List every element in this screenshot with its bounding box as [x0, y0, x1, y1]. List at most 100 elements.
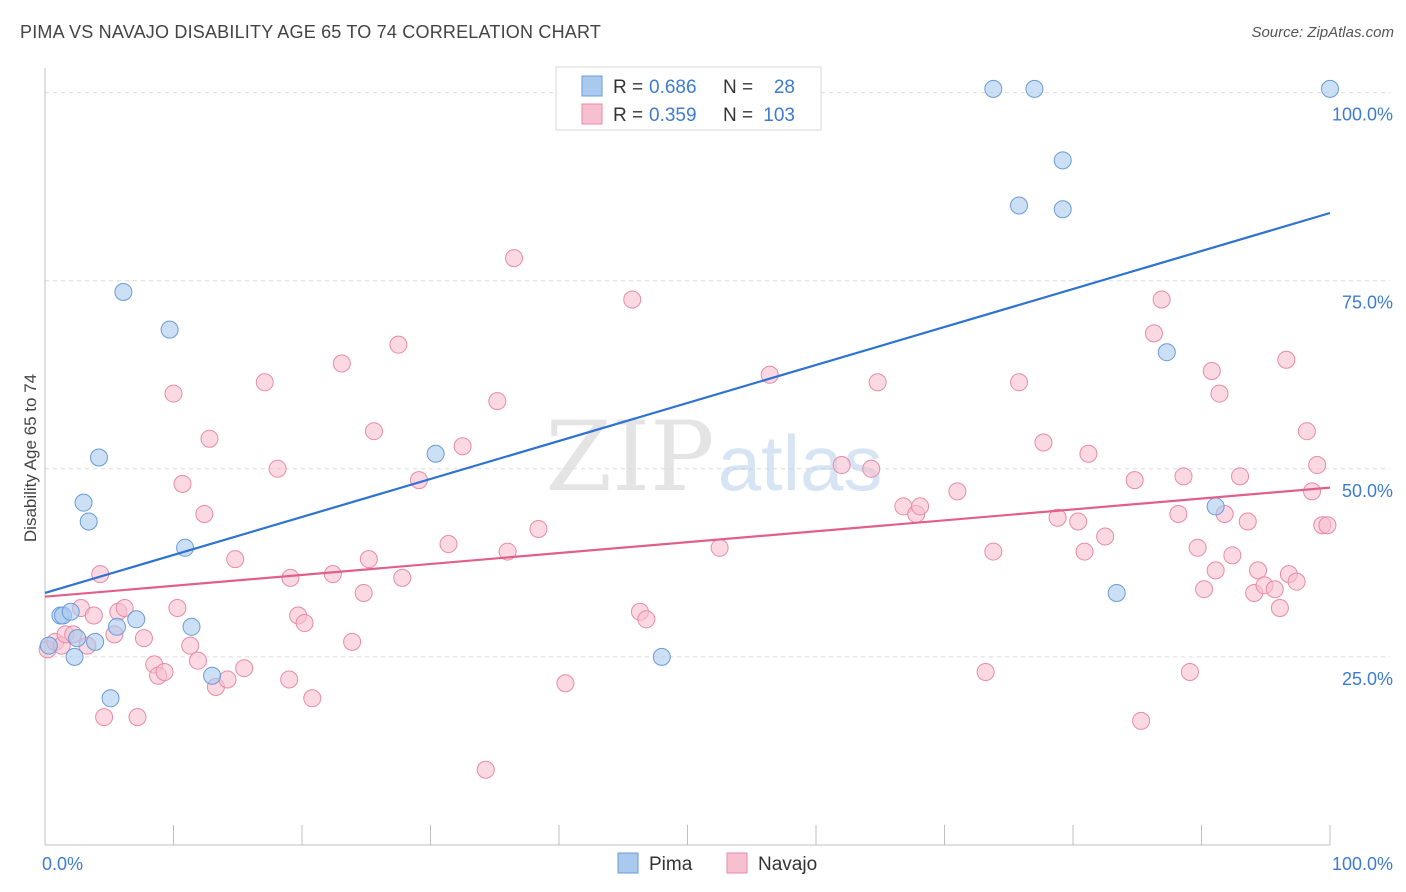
navajo-point [155, 662, 174, 681]
navajo-point [1132, 711, 1151, 730]
navajo-point [84, 606, 103, 625]
navajo-point [181, 636, 200, 655]
navajo-point [498, 542, 517, 561]
y-axis-label: Disability Age 65 to 74 [21, 374, 40, 542]
navajo-point [710, 538, 729, 557]
navajo-point [1206, 561, 1225, 580]
navajo-point [623, 290, 642, 309]
navajo-point [268, 459, 287, 478]
navajo-point [393, 568, 412, 587]
navajo-point [1169, 504, 1188, 523]
legend-r-label: R = [613, 77, 643, 98]
pima-point [89, 448, 108, 467]
pima-point [426, 444, 445, 463]
pima-point [127, 610, 146, 629]
navajo-point [164, 384, 183, 403]
pima-point [39, 636, 58, 655]
pima-point [1107, 583, 1126, 602]
navajo-point [188, 651, 207, 670]
trend-lines [44, 211, 1331, 598]
navajo-point [364, 422, 383, 441]
navajo-point [134, 629, 153, 648]
y-tick-label: 75.0% [1342, 293, 1393, 313]
y-tick-label: 100.0% [1332, 105, 1393, 125]
navajo-point [476, 760, 495, 779]
navajo-point [1125, 471, 1144, 490]
navajo-point [1069, 512, 1088, 531]
pima-point [1053, 151, 1072, 170]
pima-legend-swatch [581, 75, 603, 97]
pima-point [74, 493, 93, 512]
navajo-point [1297, 422, 1316, 441]
navajo-point [1096, 527, 1115, 546]
navajo-point [343, 632, 362, 651]
pima-point [203, 666, 222, 685]
pima-point [182, 617, 201, 636]
pima-point [652, 647, 671, 666]
x-tick-label: 100.0% [1332, 854, 1393, 874]
navajo-point [1180, 662, 1199, 681]
navajo-point [488, 392, 507, 411]
navajo-point [1223, 546, 1242, 565]
navajo-point [911, 497, 930, 516]
navajo-point [235, 659, 254, 678]
navajo-point [1034, 433, 1053, 452]
pima-point [1010, 196, 1029, 215]
navajo-point [1238, 512, 1257, 531]
pima-point [68, 629, 87, 648]
navajo-point [359, 550, 378, 569]
navajo-point [115, 599, 134, 617]
navajo-point [354, 583, 373, 602]
navajo-point [862, 459, 881, 478]
pima-point [101, 689, 120, 708]
chart-title: PIMA VS NAVAJO DISABILITY AGE 65 TO 74 C… [20, 22, 602, 42]
legend-r-label: R = [613, 105, 643, 126]
legend-n-label: N = [723, 77, 753, 98]
navajo-point [1075, 542, 1094, 561]
navajo-point [1270, 599, 1289, 617]
navajo-trend-line [44, 486, 1331, 598]
navajo-point [1079, 444, 1098, 463]
pima-point [114, 283, 133, 301]
navajo-point [1210, 384, 1229, 403]
navajo-point [637, 610, 656, 629]
legend-r-value: 0.686 [649, 77, 697, 98]
navajo-point [295, 614, 314, 633]
navajo-point [976, 662, 995, 681]
navajo-legend-swatch [581, 103, 603, 125]
legend-r-value: 0.359 [649, 105, 697, 126]
watermark: ZIP atlas [545, 401, 882, 513]
navajo-point [832, 456, 851, 475]
navajo-point [1195, 580, 1214, 599]
navajo-point [1249, 561, 1268, 580]
pima-point [984, 79, 1003, 98]
navajo-point [529, 520, 548, 538]
x-tick-label: 0.0% [42, 854, 83, 874]
navajo-point [1010, 373, 1029, 392]
legend-n-value: 103 [763, 105, 795, 126]
pima-point [1206, 497, 1225, 516]
navajo-point [303, 689, 322, 708]
pima-point [61, 602, 80, 621]
navajo-point [1277, 350, 1296, 369]
legend-n-label: N = [723, 105, 753, 126]
navajo-point [1287, 572, 1306, 591]
navajo-point [1265, 580, 1284, 599]
navajo-point [453, 437, 472, 456]
legend-stats: R = 0.686 N = 28 R = 0.359 N = 103 [555, 66, 822, 131]
navajo-point [226, 550, 245, 569]
navajo-point [1303, 482, 1322, 501]
y-tick-label: 50.0% [1342, 481, 1393, 501]
pima-legend-box [617, 852, 639, 874]
navajo-point [1188, 538, 1207, 557]
navajo-point [1231, 467, 1250, 486]
grid-lines [45, 92, 1390, 658]
navajo-point [439, 535, 458, 554]
watermark-zip: ZIP [545, 401, 714, 513]
watermark-atlas: atlas [718, 419, 883, 507]
navajo-point [1202, 362, 1221, 380]
navajo-point [332, 354, 351, 373]
navajo-point [323, 565, 342, 584]
navajo-point [128, 708, 147, 727]
legend-n-value: 28 [774, 77, 795, 98]
